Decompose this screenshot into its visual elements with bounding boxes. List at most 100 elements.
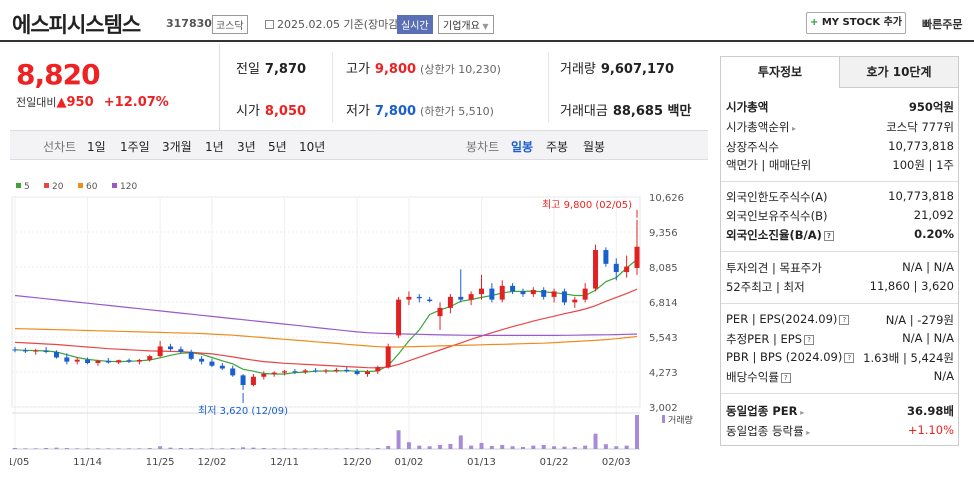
chart-period-bar: 선차트 1일 1주일 3개월 1년 3년 5년 10년 봉차트 일봉 주봉 월봉 [10,130,708,160]
volume-bar [282,448,287,449]
volume-bar [583,445,588,449]
tab-order-book[interactable]: 호가 10단계 [840,57,958,88]
plus-icon: + [809,17,819,28]
period-3m[interactable]: 3개월 [162,140,192,154]
volume-bar [593,433,598,449]
base-date: 2025.02.05 기준(장마감) [265,16,403,32]
volume-bar [552,446,557,449]
help-icon[interactable]: ? [844,352,855,363]
legend-swatch [112,183,117,188]
x-tick-label: 11/14 [73,457,102,468]
calendar-icon [265,20,274,29]
legend-label: 20 [52,182,64,192]
x-tick-label: 12/11 [270,457,299,468]
row-industry-per: 동일업종 PER ▸ 36.98배 [726,404,954,418]
volume-bar [324,448,328,449]
period-1d[interactable]: 1일 [87,140,106,154]
candle-body [43,350,49,352]
my-stock-add-button[interactable]: + MY STOCK 추가 [806,12,906,34]
volume-bar [406,442,411,449]
stat-high: 고가 9,800 (상한가 10,230) [346,62,501,77]
x-tick-label: 12/02 [198,457,227,468]
help-icon[interactable]: ? [839,314,850,325]
candle-chart-label: 봉차트 [466,140,500,154]
volume-bar [199,448,204,449]
row-industry-rate: 동일업종 등락률 ▸ +1.10% [726,423,954,438]
period-10y[interactable]: 10년 [299,140,326,154]
candle-body [219,365,225,369]
line-chart-label: 선차트 [43,140,77,154]
candle-body [603,250,609,264]
row-listed-shares: 상장주식수 10,773,818 [726,139,954,154]
help-icon[interactable]: ? [780,372,791,383]
volume-bar [33,448,38,449]
period-weekly[interactable]: 주봉 [546,140,569,154]
row-par-value: 액면가 | 매매단위 100원 | 1주 [726,158,954,172]
candle-body [344,369,350,372]
volume-bar [520,446,525,449]
volume-bar [469,445,474,449]
divider [721,251,958,252]
volume-bar [614,446,619,449]
quick-order-link[interactable]: 빠른주문 [922,18,963,31]
volume-bar [355,448,360,449]
candle-body [385,346,391,368]
volume-bar [417,445,422,449]
investment-info-panel: 투자정보 호가 10단계 시가총액 950억원 시가총액순위 ▸ 코스닥 777위 … [720,56,959,446]
row-dividend-yield: 배당수익률? N/A [726,369,954,384]
legend-swatch [78,183,83,188]
period-monthly[interactable]: 월봉 [583,140,606,154]
volume-bar [489,445,494,449]
candle-body [168,346,173,350]
candle-body [126,360,132,362]
candle-body [572,299,578,303]
legend-swatch [16,183,21,188]
row-foreign-holdings: 외국인보유주식수(B) 21,092 [726,208,954,223]
row-per-eps: PER | EPS(2024.09)? N/A | -279원 [726,312,954,327]
stat-low: 저가 7,800 (하한가 5,510) [346,104,494,119]
candle-body [354,371,360,375]
x-tick-label: 11/25 [146,457,175,468]
ma-line-60 [14,328,638,348]
period-1w[interactable]: 1주일 [120,140,150,154]
candle-body [468,294,474,300]
candle-body [271,372,277,375]
candle-body [437,307,443,317]
volume-bar [116,448,121,449]
volume-bar [13,447,17,449]
candle-body [458,296,464,300]
volume-bar [396,430,401,449]
help-icon[interactable]: ? [804,334,815,345]
volume-bar [438,444,443,449]
tab-investment-info[interactable]: 투자정보 [721,57,840,88]
candle-body [624,266,630,273]
price-change: 전일대비▲950 +12.07% [16,95,169,110]
row-market-cap: 시가총액 950억원 [726,100,954,114]
period-5y[interactable]: 5년 [268,140,287,154]
candle-body [479,288,484,295]
candle-body [53,351,59,358]
help-icon[interactable]: ? [823,230,834,241]
company-overview-button[interactable]: 기업개요 ▼ [438,15,494,34]
candle-body [105,360,111,363]
period-1y[interactable]: 1년 [205,140,224,154]
candle-body [561,291,567,303]
candle-body [499,285,505,300]
market-badge: 코스닥 [212,15,248,34]
realtime-button[interactable]: 실시간 [397,15,433,34]
volume-bar [189,447,194,449]
ma-line-5 [14,258,638,375]
y-tick-label: 3,002 [649,403,678,414]
stock-chart: 5 20 60 120 10,626 9,356 8,085 6,814 5,543 4,273 3… [1,175,708,475]
period-3y[interactable]: 3년 [237,140,256,154]
period-daily[interactable]: 일봉 [511,140,534,154]
panel-tabs: 투자정보 호가 10단계 [721,57,958,88]
volume-bar [230,447,235,449]
candle-body [364,371,370,375]
candle-body [74,359,80,362]
volume-bar [75,448,80,449]
volume-bar [251,447,256,449]
volume-bar [261,447,266,449]
volume-bar [562,446,567,449]
candle-body [530,289,536,295]
